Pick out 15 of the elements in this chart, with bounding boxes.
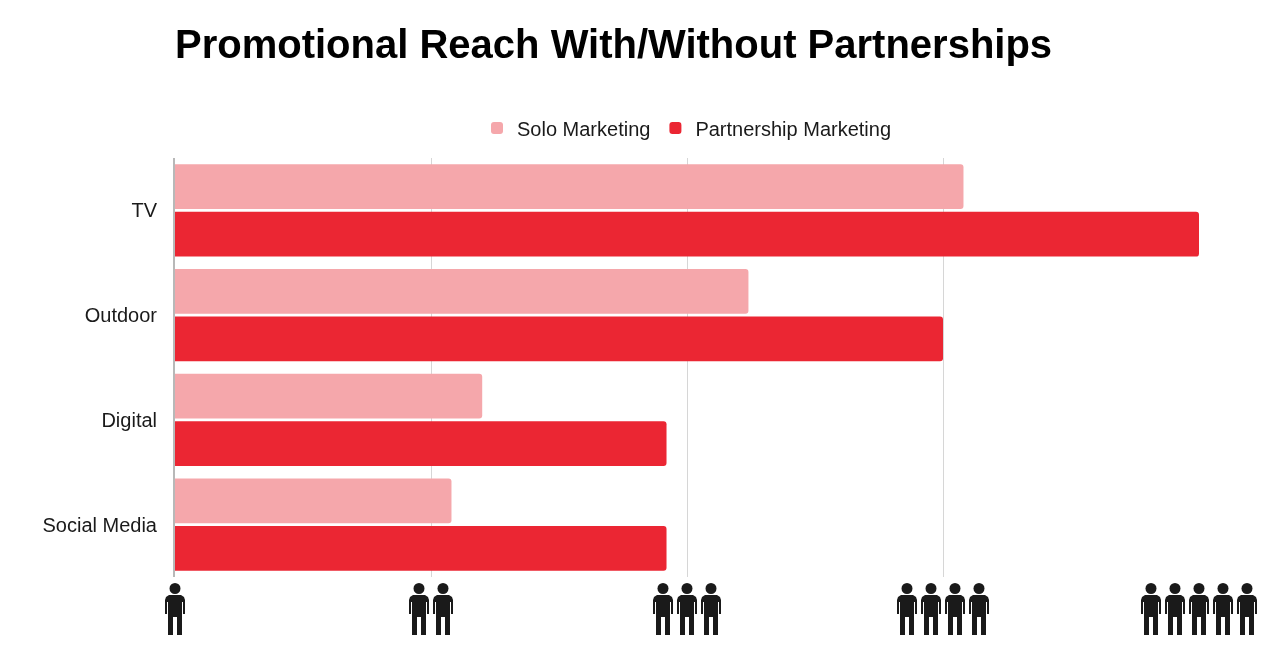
bar — [175, 421, 667, 467]
y-tick-label: Social Media — [42, 513, 158, 536]
bar — [175, 373, 483, 419]
bar — [175, 526, 667, 571]
bar — [175, 164, 964, 209]
bar — [175, 316, 943, 362]
legend-label: Partnership Marketing — [695, 117, 892, 140]
chart-title: Promotional Reach With/Without Partnerships — [175, 22, 1053, 66]
legend-label: Solo Marketing — [517, 117, 651, 140]
y-tick-label: Digital — [101, 408, 157, 431]
bar — [175, 211, 1199, 257]
y-tick-label: Outdoor — [84, 304, 158, 327]
bar — [175, 478, 452, 524]
y-tick-label: TV — [131, 199, 158, 222]
bar — [175, 268, 749, 314]
